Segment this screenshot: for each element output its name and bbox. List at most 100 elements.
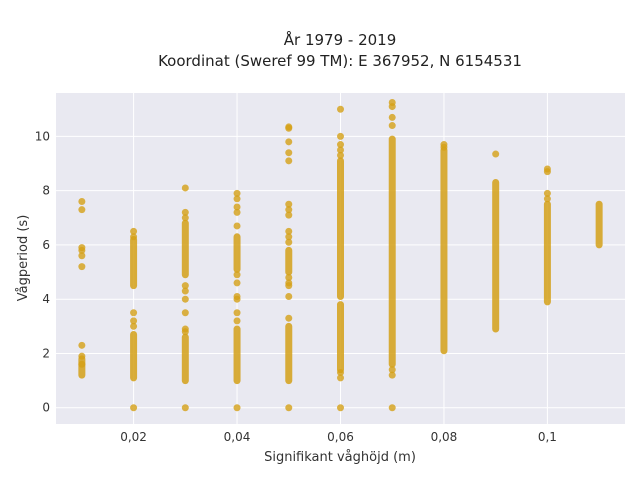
- y-tick-label: 2: [42, 346, 50, 360]
- x-axis-title: Signifikant våghöjd (m): [264, 450, 416, 465]
- data-point: [285, 292, 293, 300]
- data-point: [285, 314, 293, 322]
- x-tick-label: 0,04: [224, 430, 251, 444]
- data-point: [130, 309, 138, 317]
- data-point: [337, 141, 344, 149]
- y-tick-label: 10: [35, 129, 50, 143]
- data-point: [388, 122, 396, 130]
- data-point: [233, 189, 241, 197]
- data-point-cluster: [130, 236, 138, 290]
- data-point-cluster: [492, 179, 500, 333]
- y-tick-label: 8: [42, 184, 50, 198]
- data-point: [285, 124, 293, 132]
- x-tick-label: 0,1: [538, 430, 557, 444]
- data-point: [388, 371, 396, 379]
- data-point: [78, 360, 86, 368]
- data-point: [337, 151, 344, 159]
- data-point: [285, 238, 293, 246]
- data-point: [181, 309, 189, 317]
- data-point: [78, 252, 86, 260]
- data-point: [337, 368, 344, 376]
- data-point: [181, 282, 189, 290]
- data-point: [543, 168, 551, 176]
- data-point: [130, 317, 138, 325]
- data-point-cluster: [181, 219, 189, 279]
- data-point: [285, 149, 293, 157]
- x-axis-ticks: 0,02 0,04 0,06 0,08 0,1: [120, 430, 557, 444]
- chart-title-line1: År 1979 - 2019: [284, 30, 397, 49]
- data-point: [233, 309, 241, 317]
- data-point: [285, 157, 293, 165]
- data-point: [337, 105, 344, 113]
- data-point-cluster: [337, 157, 344, 300]
- data-point-cluster: [337, 301, 344, 374]
- data-point: [233, 317, 241, 325]
- data-point: [337, 374, 344, 382]
- data-point: [130, 404, 138, 412]
- data-point: [388, 404, 396, 412]
- data-point: [78, 198, 86, 206]
- data-point: [285, 227, 293, 235]
- data-point-cluster: [543, 200, 551, 306]
- data-point: [285, 273, 293, 281]
- data-point: [543, 195, 551, 203]
- y-tick-label: 6: [42, 238, 50, 252]
- data-point-cluster: [130, 330, 138, 382]
- data-point: [285, 206, 293, 214]
- data-point: [78, 206, 86, 214]
- data-point-cluster: [285, 322, 293, 385]
- data-point: [285, 233, 293, 241]
- data-point: [337, 146, 344, 154]
- data-point: [388, 113, 396, 121]
- data-point: [285, 282, 293, 290]
- data-point: [233, 271, 241, 279]
- data-point: [130, 322, 138, 330]
- data-point: [78, 341, 86, 349]
- data-point: [285, 200, 293, 208]
- data-point: [233, 208, 241, 216]
- data-point-cluster: [233, 325, 241, 385]
- data-point-cluster: [595, 200, 603, 249]
- data-point: [233, 222, 241, 230]
- data-point-cluster: [233, 233, 241, 273]
- y-axis-title: Vågperiod (s): [16, 215, 31, 302]
- data-point: [492, 150, 500, 158]
- data-point: [233, 203, 241, 211]
- data-point: [130, 227, 138, 235]
- data-point: [388, 103, 396, 111]
- data-point: [337, 404, 344, 412]
- data-point: [337, 132, 344, 140]
- data-point: [181, 208, 189, 216]
- data-point: [233, 295, 241, 303]
- data-point: [78, 246, 86, 254]
- data-point: [543, 189, 551, 197]
- data-point: [78, 352, 86, 360]
- data-point: [233, 404, 241, 412]
- data-point: [285, 138, 293, 146]
- data-point: [440, 143, 448, 151]
- data-point: [181, 328, 189, 336]
- data-point: [233, 279, 241, 287]
- y-tick-label: 4: [42, 292, 50, 306]
- data-point-cluster: [181, 333, 189, 385]
- data-point: [285, 404, 293, 412]
- data-point: [388, 366, 396, 374]
- data-points: [78, 98, 603, 412]
- data-point: [181, 404, 189, 412]
- y-axis-ticks: 0 2 4 6 8 10: [35, 129, 50, 414]
- data-point-cluster: [388, 135, 396, 368]
- data-point: [181, 184, 189, 192]
- data-point: [78, 263, 86, 271]
- data-point: [181, 295, 189, 303]
- x-tick-label: 0,08: [431, 430, 458, 444]
- data-point-cluster: [440, 146, 448, 355]
- y-tick-label: 0: [42, 401, 50, 415]
- x-tick-label: 0,02: [120, 430, 147, 444]
- data-point: [181, 287, 189, 295]
- x-tick-label: 0,06: [327, 430, 354, 444]
- data-point: [233, 195, 241, 203]
- data-point-cluster: [285, 246, 293, 276]
- data-point: [130, 233, 138, 241]
- data-point: [181, 214, 189, 222]
